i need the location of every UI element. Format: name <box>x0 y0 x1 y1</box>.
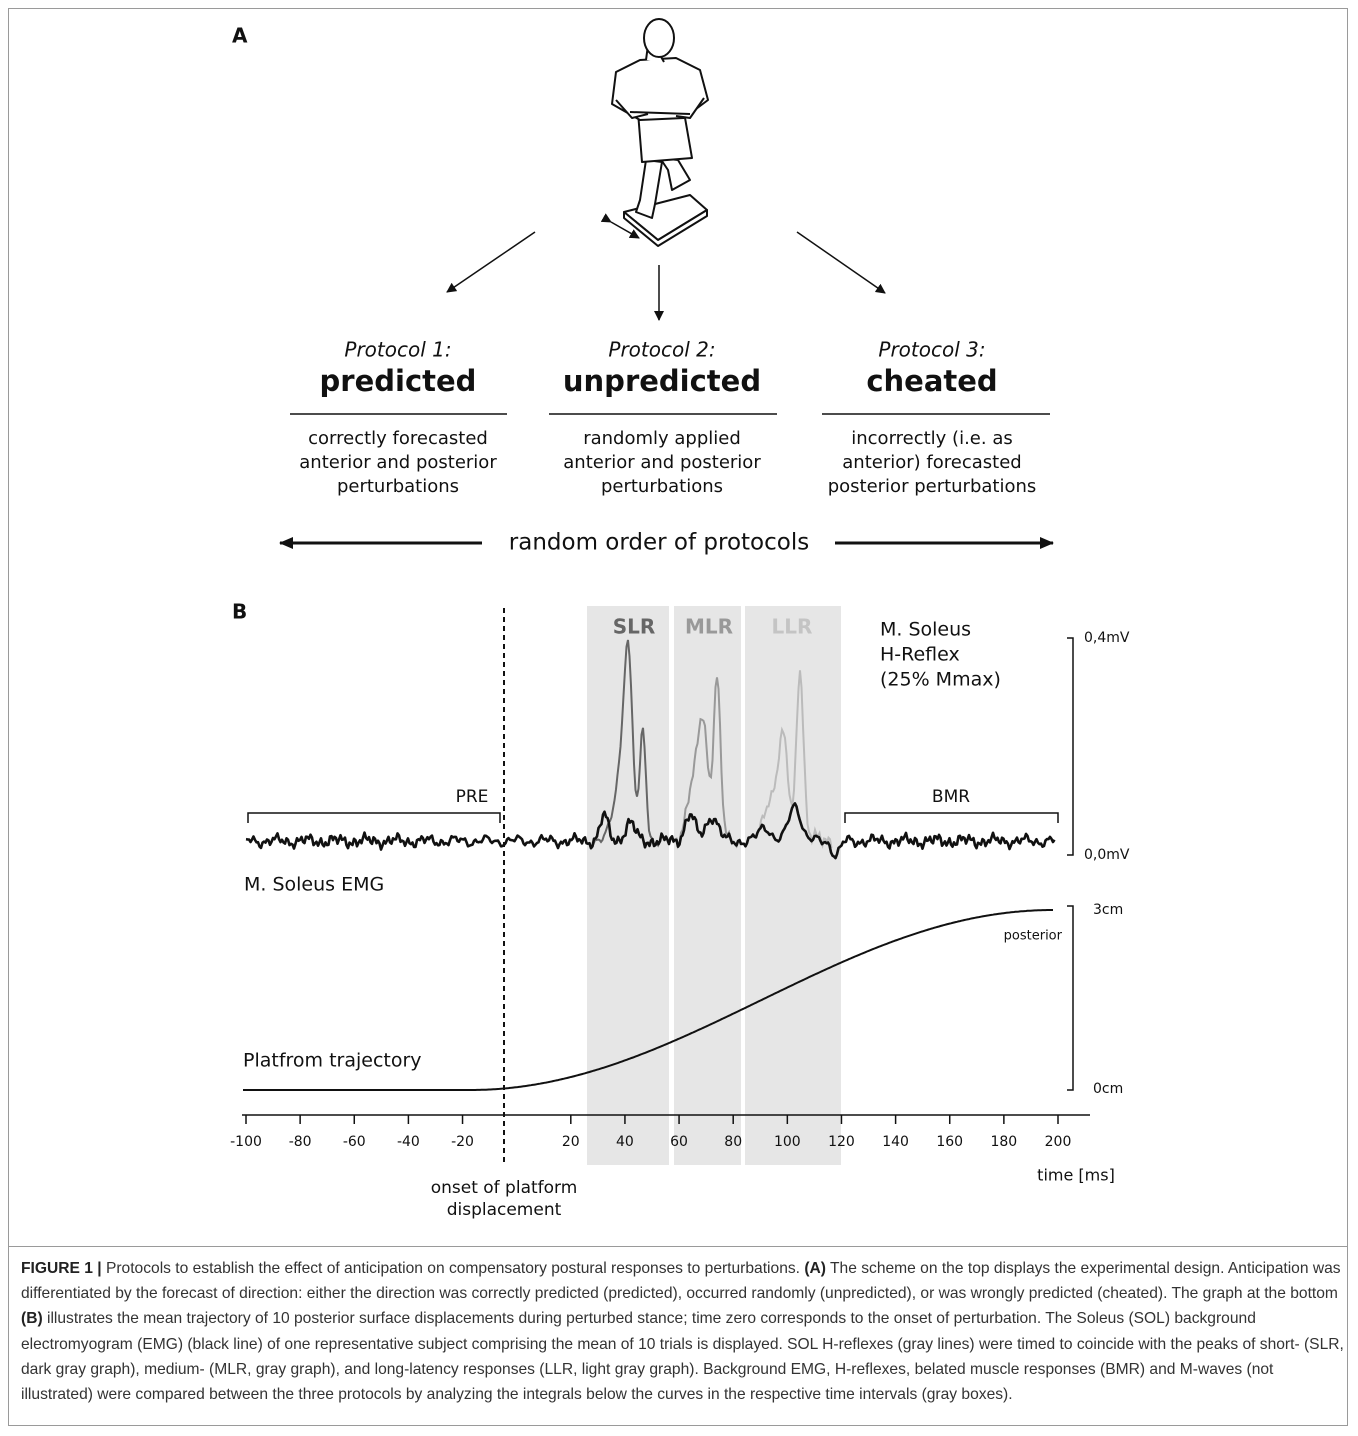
figure: A Protocol 1:predicted correctly forecast… <box>0 0 1358 1246</box>
protocol-name: predicted <box>320 364 477 398</box>
protocol-description: anterior and posterior <box>563 452 761 473</box>
x-tick-label: 200 <box>1045 1134 1072 1150</box>
caption-label: FIGURE 1 | <box>21 1260 102 1277</box>
x-tick-label: 100 <box>774 1134 801 1150</box>
page: {"panel_a": {"label": "A", "protocols": … <box>0 0 1358 1436</box>
caption-separator <box>8 1246 1348 1247</box>
displacement-scale-label: 0cm <box>1093 1081 1123 1097</box>
window-label: LLR <box>772 615 813 639</box>
protocol-number: Protocol 2: <box>608 338 715 362</box>
x-tick-label: 80 <box>724 1134 742 1150</box>
slr-window <box>587 606 669 1165</box>
protocol-description: anterior) forecasted <box>842 452 1021 473</box>
protocol-description: correctly forecasted <box>308 428 488 449</box>
emg-label: M. Soleus EMG <box>244 874 384 896</box>
caption-text: illustrates the mean trajectory of 10 po… <box>21 1310 1344 1403</box>
h-reflex-label: H-Reflex <box>880 644 960 666</box>
caption-text: (B) <box>21 1310 43 1327</box>
bmr-label: BMR <box>932 787 970 807</box>
displacement-scale-label: 3cm <box>1093 902 1123 918</box>
protocols: Protocol 1:predicted correctly forecasted… <box>290 338 1050 498</box>
h-reflex-label: M. Soleus <box>880 619 971 641</box>
onset-label: onset of platform <box>431 1178 578 1198</box>
caption-text: (A) <box>804 1260 826 1277</box>
x-tick-label: -40 <box>397 1134 420 1150</box>
x-tick-label: -20 <box>451 1134 474 1150</box>
protocol-description: perturbations <box>337 476 459 497</box>
trajectory-label: Platfrom trajectory <box>243 1050 422 1072</box>
pre-label: PRE <box>456 787 489 807</box>
protocol-name: unpredicted <box>563 364 761 398</box>
protocol-description: incorrectly (i.e. as <box>851 428 1012 449</box>
pre-bracket <box>248 813 500 823</box>
x-axis-label: time [ms] <box>1037 1166 1115 1185</box>
posterior-label: posterior <box>1004 929 1063 944</box>
protocol-description: randomly applied <box>583 428 741 449</box>
emg-scale-label: 0,0mV <box>1084 847 1130 863</box>
protocol-number: Protocol 1: <box>344 338 451 362</box>
window-label: MLR <box>685 615 733 639</box>
panel-label: B <box>232 600 247 624</box>
x-tick-label: 20 <box>562 1134 580 1150</box>
emg-scale-label: 0,4mV <box>1084 630 1130 646</box>
bmr-bracket <box>845 813 1058 823</box>
protocol-name: cheated <box>866 364 997 398</box>
displacement-scale-bar <box>1067 906 1073 1090</box>
h-reflex-label: (25% Mmax) <box>880 669 1001 691</box>
protocol-description: anterior and posterior <box>299 452 497 473</box>
x-tick-label: 180 <box>990 1134 1017 1150</box>
order-label: random order of protocols <box>509 530 809 556</box>
x-tick-label: 120 <box>828 1134 855 1150</box>
x-tick-label: -80 <box>289 1134 312 1150</box>
caption-text: Protocols to establish the effect of ant… <box>102 1260 805 1277</box>
window-label: SLR <box>613 615 656 639</box>
caption: FIGURE 1 | Protocols to establish the ef… <box>21 1256 1346 1407</box>
arrow <box>447 232 535 292</box>
llr-window <box>745 606 841 1165</box>
x-tick-label: 160 <box>936 1134 963 1150</box>
x-tick-label: -100 <box>230 1134 262 1150</box>
x-tick-label: 40 <box>616 1134 634 1150</box>
mlr-window <box>674 606 741 1165</box>
x-tick-label: 60 <box>670 1134 688 1150</box>
emg-scale-bar <box>1067 638 1073 855</box>
person-illustration <box>612 19 708 246</box>
arrow <box>797 232 885 293</box>
protocol-description: perturbations <box>601 476 723 497</box>
protocol-description: posterior perturbations <box>828 476 1037 497</box>
onset-label: displacement <box>447 1200 562 1220</box>
protocol-number: Protocol 3: <box>878 338 985 362</box>
x-tick-label: -60 <box>343 1134 366 1150</box>
panel-label: A <box>232 24 248 48</box>
x-tick-label: 140 <box>882 1134 909 1150</box>
